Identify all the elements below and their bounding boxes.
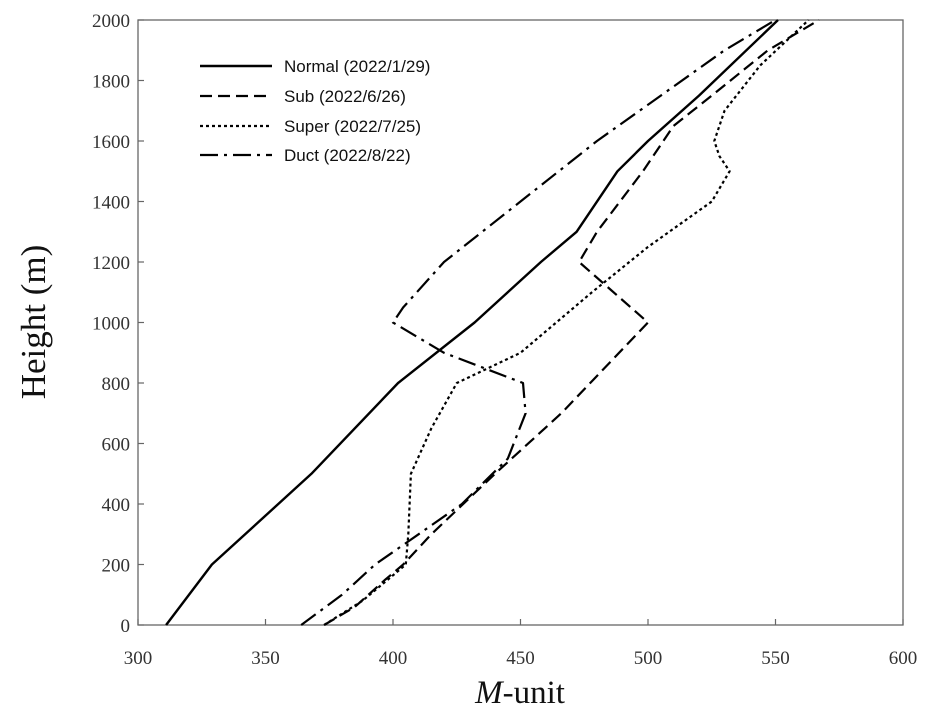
series-line-solid (165, 19, 779, 626)
plot-frame (137, 19, 904, 626)
x-axis-title: M-unit (474, 675, 565, 711)
x-tick-label: 350 (251, 648, 280, 669)
series-line-dashdot (300, 19, 777, 626)
y-tick-label: 2000 (92, 11, 130, 32)
y-axis-title: Height (m) (14, 245, 53, 400)
series-line-dotted (323, 19, 810, 626)
y-tick-label: 1600 (92, 132, 130, 153)
y-tick-label: 1200 (92, 253, 130, 274)
y-tick-label: 400 (102, 495, 131, 516)
y-tick-label: 1800 (92, 72, 130, 93)
y-tick-label: 1000 (92, 314, 130, 335)
y-tick-label: 800 (102, 374, 131, 395)
x-tick-label: 500 (634, 648, 663, 669)
x-tick-label: 450 (506, 648, 535, 669)
x-tick-label: 600 (889, 648, 918, 669)
y-tick-label: 600 (102, 435, 131, 456)
legend-label-normal: Normal (2022/1/29) (284, 57, 430, 76)
y-axis-ticks: 0 200 400 600 800 1000 1200 1400 1600 1800 2000 (92, 11, 144, 637)
y-tick-label: 1400 (92, 193, 130, 214)
y-tick-label: 0 (121, 616, 131, 637)
y-tick-label: 200 (102, 556, 131, 577)
x-tick-label: 300 (124, 648, 153, 669)
series-line-dashed (323, 19, 820, 626)
legend: Normal (2022/1/29) Sub (2022/6/26) Super… (200, 57, 430, 165)
legend-label-duct: Duct (2022/8/22) (284, 146, 411, 165)
x-tick-label: 550 (761, 648, 790, 669)
x-tick-label: 400 (379, 648, 408, 669)
x-axis-ticks: 300 350 400 450 500 550 600 (124, 619, 918, 669)
legend-label-super: Super (2022/7/25) (284, 117, 421, 136)
legend-label-sub: Sub (2022/6/26) (284, 87, 406, 106)
series-layer (165, 19, 820, 626)
